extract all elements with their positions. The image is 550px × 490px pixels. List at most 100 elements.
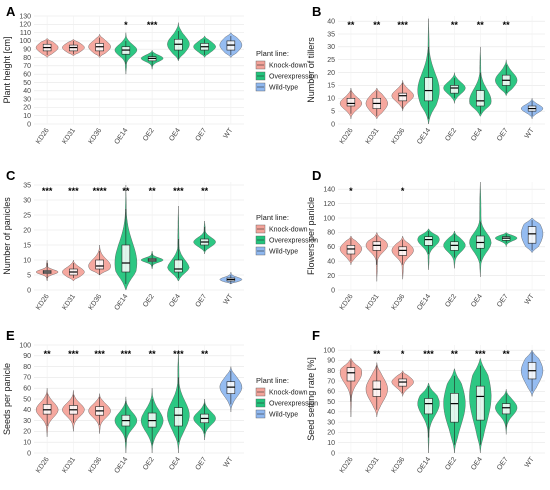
significance-OE14: *** (121, 349, 132, 359)
box-KD26 (346, 245, 356, 255)
y-tick-label: 30 (23, 418, 31, 425)
panel-label: F (312, 328, 320, 343)
y-tick-label: 110 (20, 30, 31, 37)
x-tick-label: OE2 (142, 456, 156, 472)
y-tick-label: 10 (23, 113, 31, 120)
box-OE4 (476, 90, 485, 107)
panel-E: E 0 10 20 30 40 50 60 70 80 90 100 Seeds per panicle… (2, 328, 244, 475)
legend-item-label: Overexpression (269, 74, 318, 81)
y-tick-label: 20 (327, 70, 335, 77)
y-tick-label: 15 (23, 242, 31, 249)
x-tick-label: OE14 (114, 293, 130, 312)
x-tick-label: OE7 (194, 293, 208, 309)
x-tick-label: OE2 (444, 456, 458, 472)
y-tick-label: 0 (27, 121, 31, 128)
y-tick-label: 60 (327, 389, 335, 396)
y-tick-label: 50 (327, 399, 335, 406)
x-tick-label: KD26 (339, 293, 355, 311)
x-tick-label: WT (524, 456, 536, 470)
significance-OE4: *** (475, 349, 486, 359)
legend-item-label: Overexpression (269, 238, 318, 245)
x-tick-label: KD26 (35, 293, 51, 311)
x-tick-label: OE14 (416, 293, 432, 312)
significance-KD31: ** (373, 349, 381, 359)
y-tick-label: 5 (331, 108, 335, 115)
x-tick-label: OE4 (168, 293, 182, 309)
y-tick-label: 80 (327, 368, 335, 375)
y-tick-label: 60 (23, 386, 31, 393)
x-tick-label: OE14 (114, 456, 130, 475)
x-tick-label: OE4 (470, 127, 484, 143)
significance-KD31: ** (373, 20, 381, 30)
x-tick-label: OE7 (496, 456, 510, 472)
y-tick-label: 20 (23, 429, 31, 436)
x-tick-label: WT (223, 293, 235, 307)
box-OE7 (502, 403, 511, 415)
box-OE4 (174, 259, 183, 273)
x-tick-label: KD36 (391, 127, 407, 145)
x-tick-label: OE4 (470, 293, 484, 309)
legend-item-label: Wild-type (269, 249, 298, 256)
box-OE14 (121, 244, 131, 273)
y-tick-label: 20 (23, 105, 31, 112)
x-tick-label: KD31 (365, 127, 381, 145)
y-axis-title: Seeds per panicle (2, 363, 12, 435)
legend-title: Plant line: (256, 213, 289, 222)
significance-OE7: ** (503, 349, 511, 359)
y-axis-title: Seed setting rate [%] (306, 357, 316, 441)
y-tick-label: 90 (23, 353, 31, 360)
legend-item-label: Knock-down (269, 227, 308, 234)
y-tick-label: 90 (327, 358, 335, 365)
y-axis-title: Number of panicles (2, 197, 12, 275)
x-tick-label: OE2 (142, 127, 156, 143)
y-tick-label: 120 (323, 201, 335, 208)
significance-OE2: ** (149, 349, 157, 359)
x-tick-label: WT (524, 127, 536, 141)
x-tick-label: WT (223, 127, 235, 141)
y-tick-label: 130 (19, 13, 31, 20)
legend-title: Plant line: (256, 376, 289, 385)
legend-item-label: Overexpression (269, 401, 318, 408)
significance-OE2: *** (147, 20, 158, 30)
y-tick-label: 100 (323, 215, 335, 222)
y-tick-label: 40 (327, 409, 335, 416)
y-tick-label: 25 (327, 57, 335, 64)
x-tick-label: KD36 (87, 456, 103, 474)
significance-OE2: ** (451, 349, 459, 359)
y-tick-label: 10 (23, 257, 31, 264)
y-tick-label: 100 (19, 38, 31, 45)
y-tick-label: 25 (23, 212, 31, 219)
y-tick-label: 40 (23, 407, 31, 414)
x-tick-label: KD26 (339, 456, 355, 474)
x-tick-label: OE14 (416, 456, 432, 475)
y-tick-label: 0 (27, 287, 31, 294)
y-tick-label: 30 (327, 44, 335, 51)
y-tick-label: 0 (331, 121, 335, 128)
significance-OE4: *** (173, 186, 184, 196)
x-tick-label: OE4 (168, 456, 182, 472)
box-OE4 (174, 407, 183, 427)
y-tick-label: 100 (323, 347, 335, 354)
x-tick-label: OE14 (114, 127, 130, 146)
panel-label: D (312, 168, 321, 183)
significance-KD26: ** (44, 349, 52, 359)
legend-item-label: Wild-type (269, 412, 298, 419)
legend-item-label: Knock-down (269, 390, 308, 397)
box-KD36 (398, 92, 407, 102)
y-tick-label: 40 (327, 18, 335, 25)
x-tick-label: WT (223, 456, 235, 470)
y-tick-label: 35 (327, 31, 335, 38)
y-tick-label: 50 (23, 80, 31, 87)
x-tick-label: OE2 (142, 293, 156, 309)
panel-label: A (6, 4, 16, 19)
x-tick-label: KD31 (365, 456, 381, 474)
y-tick-label: 20 (327, 430, 335, 437)
x-tick-label: KD31 (61, 127, 77, 145)
y-tick-label: 10 (23, 440, 31, 447)
significance-KD36: **** (93, 186, 108, 196)
significance-KD31: *** (68, 186, 79, 196)
significance-OE14: ** (122, 186, 130, 196)
y-tick-label: 120 (19, 22, 31, 29)
significance-KD26: * (349, 186, 353, 196)
y-tick-label: 40 (23, 88, 31, 95)
